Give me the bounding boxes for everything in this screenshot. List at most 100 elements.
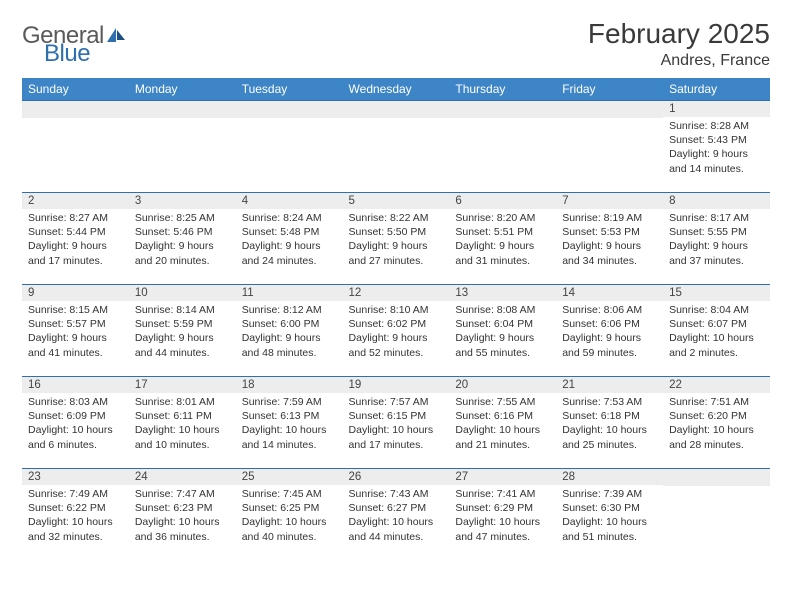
day-number: 15	[663, 285, 770, 301]
sunset-text: Sunset: 6:11 PM	[135, 409, 230, 423]
day-content	[343, 118, 450, 178]
day-content: Sunrise: 8:14 AMSunset: 5:59 PMDaylight:…	[129, 301, 236, 364]
logo-triangle2-icon	[117, 30, 125, 40]
day-content: Sunrise: 8:01 AMSunset: 6:11 PMDaylight:…	[129, 393, 236, 456]
weekday-header: Sunday	[22, 78, 129, 101]
daylight-text: Daylight: 10 hours and 47 minutes.	[455, 515, 550, 543]
daylight-text: Daylight: 9 hours and 59 minutes.	[562, 331, 657, 359]
day-content: Sunrise: 7:49 AMSunset: 6:22 PMDaylight:…	[22, 485, 129, 548]
sunrise-text: Sunrise: 7:39 AM	[562, 487, 657, 501]
calendar-day-cell: 1Sunrise: 8:28 AMSunset: 5:43 PMDaylight…	[663, 101, 770, 193]
calendar-day-cell: 24Sunrise: 7:47 AMSunset: 6:23 PMDayligh…	[129, 469, 236, 561]
calendar-day-cell: 16Sunrise: 8:03 AMSunset: 6:09 PMDayligh…	[22, 377, 129, 469]
sunrise-text: Sunrise: 7:47 AM	[135, 487, 230, 501]
sunset-text: Sunset: 6:20 PM	[669, 409, 764, 423]
calendar-week-row: 23Sunrise: 7:49 AMSunset: 6:22 PMDayligh…	[22, 469, 770, 561]
sunset-text: Sunset: 6:07 PM	[669, 317, 764, 331]
day-number	[129, 101, 236, 118]
day-number: 11	[236, 285, 343, 301]
day-content: Sunrise: 7:43 AMSunset: 6:27 PMDaylight:…	[343, 485, 450, 548]
daylight-text: Daylight: 10 hours and 25 minutes.	[562, 423, 657, 451]
day-content: Sunrise: 7:55 AMSunset: 6:16 PMDaylight:…	[449, 393, 556, 456]
calendar-week-row: 16Sunrise: 8:03 AMSunset: 6:09 PMDayligh…	[22, 377, 770, 469]
daylight-text: Daylight: 9 hours and 48 minutes.	[242, 331, 337, 359]
calendar-day-cell: 20Sunrise: 7:55 AMSunset: 6:16 PMDayligh…	[449, 377, 556, 469]
day-content: Sunrise: 8:04 AMSunset: 6:07 PMDaylight:…	[663, 301, 770, 364]
sunrise-text: Sunrise: 8:01 AM	[135, 395, 230, 409]
daylight-text: Daylight: 9 hours and 44 minutes.	[135, 331, 230, 359]
daylight-text: Daylight: 9 hours and 41 minutes.	[28, 331, 123, 359]
day-number	[556, 101, 663, 118]
calendar-day-cell	[449, 101, 556, 193]
day-number: 2	[22, 193, 129, 209]
sunrise-text: Sunrise: 8:17 AM	[669, 211, 764, 225]
day-number: 23	[22, 469, 129, 485]
sunrise-text: Sunrise: 8:03 AM	[28, 395, 123, 409]
day-number: 14	[556, 285, 663, 301]
calendar-day-cell: 17Sunrise: 8:01 AMSunset: 6:11 PMDayligh…	[129, 377, 236, 469]
sunset-text: Sunset: 6:15 PM	[349, 409, 444, 423]
daylight-text: Daylight: 10 hours and 10 minutes.	[135, 423, 230, 451]
sunset-text: Sunset: 6:22 PM	[28, 501, 123, 515]
calendar-day-cell: 6Sunrise: 8:20 AMSunset: 5:51 PMDaylight…	[449, 193, 556, 285]
weekday-header: Tuesday	[236, 78, 343, 101]
day-content: Sunrise: 8:10 AMSunset: 6:02 PMDaylight:…	[343, 301, 450, 364]
sunrise-text: Sunrise: 8:14 AM	[135, 303, 230, 317]
day-content: Sunrise: 8:03 AMSunset: 6:09 PMDaylight:…	[22, 393, 129, 456]
weekday-header: Wednesday	[343, 78, 450, 101]
calendar-day-cell: 25Sunrise: 7:45 AMSunset: 6:25 PMDayligh…	[236, 469, 343, 561]
day-number: 17	[129, 377, 236, 393]
day-number: 9	[22, 285, 129, 301]
daylight-text: Daylight: 9 hours and 20 minutes.	[135, 239, 230, 267]
day-number: 26	[343, 469, 450, 485]
day-number: 1	[663, 101, 770, 117]
daylight-text: Daylight: 9 hours and 31 minutes.	[455, 239, 550, 267]
daylight-text: Daylight: 10 hours and 32 minutes.	[28, 515, 123, 543]
daylight-text: Daylight: 10 hours and 44 minutes.	[349, 515, 444, 543]
sunrise-text: Sunrise: 7:53 AM	[562, 395, 657, 409]
day-number	[663, 469, 770, 486]
day-content: Sunrise: 8:08 AMSunset: 6:04 PMDaylight:…	[449, 301, 556, 364]
sunrise-text: Sunrise: 8:04 AM	[669, 303, 764, 317]
sunrise-text: Sunrise: 8:12 AM	[242, 303, 337, 317]
day-content	[663, 486, 770, 546]
sunrise-text: Sunrise: 8:19 AM	[562, 211, 657, 225]
calendar-day-cell: 7Sunrise: 8:19 AMSunset: 5:53 PMDaylight…	[556, 193, 663, 285]
day-number	[449, 101, 556, 118]
weekday-header: Friday	[556, 78, 663, 101]
day-number: 8	[663, 193, 770, 209]
logo-text-blue: Blue	[44, 40, 90, 67]
sunrise-text: Sunrise: 7:59 AM	[242, 395, 337, 409]
day-content: Sunrise: 7:41 AMSunset: 6:29 PMDaylight:…	[449, 485, 556, 548]
calendar-day-cell: 4Sunrise: 8:24 AMSunset: 5:48 PMDaylight…	[236, 193, 343, 285]
day-number: 18	[236, 377, 343, 393]
sunrise-text: Sunrise: 7:49 AM	[28, 487, 123, 501]
sunset-text: Sunset: 6:09 PM	[28, 409, 123, 423]
calendar-day-cell	[343, 101, 450, 193]
day-number	[236, 101, 343, 118]
day-number: 16	[22, 377, 129, 393]
sunrise-text: Sunrise: 7:55 AM	[455, 395, 550, 409]
sunset-text: Sunset: 5:48 PM	[242, 225, 337, 239]
sunrise-text: Sunrise: 8:27 AM	[28, 211, 123, 225]
sunrise-text: Sunrise: 8:08 AM	[455, 303, 550, 317]
daylight-text: Daylight: 10 hours and 21 minutes.	[455, 423, 550, 451]
sunset-text: Sunset: 5:59 PM	[135, 317, 230, 331]
calendar-week-row: 2 Sunrise: 8:27 AMSunset: 5:44 PM Daylight…	[22, 193, 770, 285]
weekday-header: Saturday	[663, 78, 770, 101]
sunset-text: Sunset: 5:51 PM	[455, 225, 550, 239]
calendar-day-cell: 27Sunrise: 7:41 AMSunset: 6:29 PMDayligh…	[449, 469, 556, 561]
month-title: February 2025	[588, 18, 770, 50]
sunrise-text: Sunrise: 8:10 AM	[349, 303, 444, 317]
sunrise-text: Sunrise: 7:43 AM	[349, 487, 444, 501]
sunrise-text: Sunrise: 8:22 AM	[349, 211, 444, 225]
day-content: Sunrise: 7:53 AMSunset: 6:18 PMDaylight:…	[556, 393, 663, 456]
day-number: 13	[449, 285, 556, 301]
calendar-day-cell	[236, 101, 343, 193]
day-number: 3	[129, 193, 236, 209]
day-content: Sunrise: 8:25 AMSunset: 5:46 PMDaylight:…	[129, 209, 236, 272]
calendar-week-row: 9Sunrise: 8:15 AMSunset: 5:57 PMDaylight…	[22, 285, 770, 377]
day-number: 4	[236, 193, 343, 209]
sunrise-text: Sunrise: 8:15 AM	[28, 303, 123, 317]
sunset-text: Sunset: 5:44 PM	[28, 225, 123, 239]
